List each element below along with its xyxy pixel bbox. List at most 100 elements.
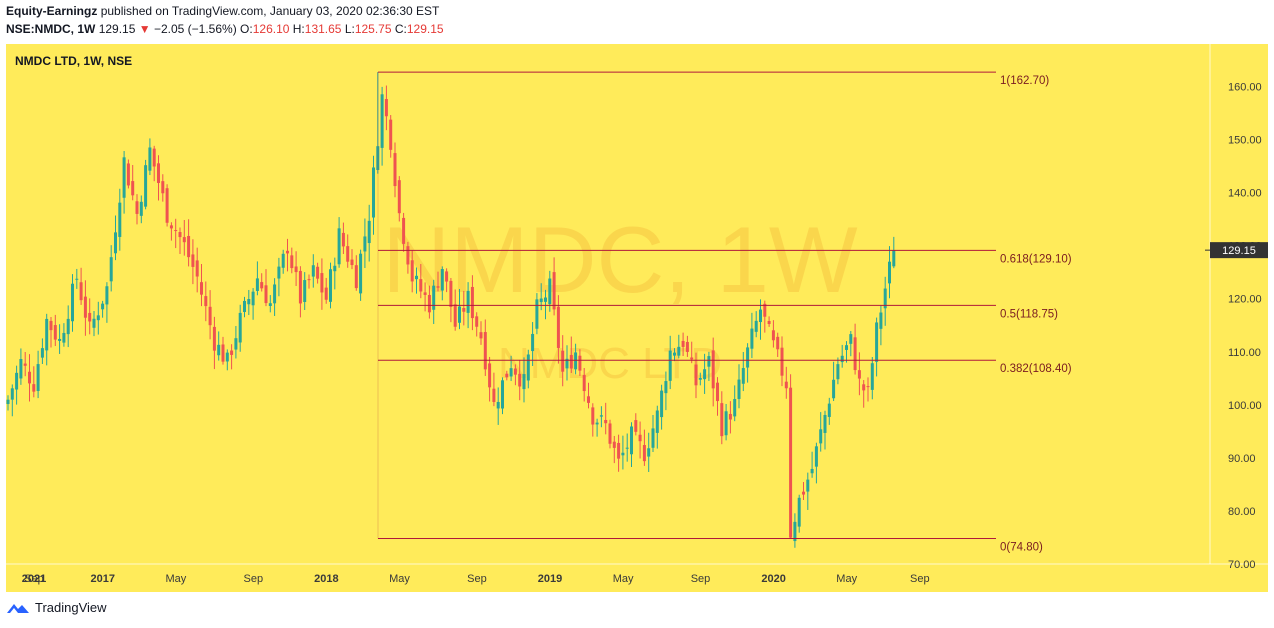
candle-body bbox=[475, 316, 479, 327]
candle-body bbox=[505, 373, 509, 378]
candle-body bbox=[780, 347, 784, 376]
watermark: NMDC, 1W NMDC LTD bbox=[382, 207, 857, 388]
candle-body bbox=[496, 401, 500, 409]
candle-body bbox=[187, 235, 191, 258]
candle-body bbox=[827, 403, 831, 417]
candle-body bbox=[587, 396, 590, 403]
candle-body bbox=[720, 403, 724, 437]
candle-body bbox=[582, 375, 586, 392]
candle-body bbox=[88, 312, 92, 322]
x-tick-label: Sep bbox=[691, 573, 711, 585]
candle-body bbox=[53, 325, 57, 340]
candle-body bbox=[651, 428, 655, 448]
candle-body bbox=[591, 407, 595, 425]
y-tick-label: 150.00 bbox=[1228, 135, 1262, 147]
candle-body bbox=[673, 352, 676, 356]
candle-body bbox=[569, 354, 573, 369]
candle-body bbox=[703, 369, 707, 380]
candle-body bbox=[470, 286, 474, 319]
candle-body bbox=[690, 357, 694, 360]
x-tick-label: 2019 bbox=[538, 573, 562, 585]
candle-body bbox=[432, 285, 436, 310]
candle-body bbox=[49, 320, 53, 331]
high-value: 131.65 bbox=[304, 22, 342, 36]
candle-body bbox=[784, 381, 788, 389]
candle-body bbox=[195, 260, 199, 277]
candle-body bbox=[260, 282, 264, 289]
candle-body bbox=[367, 220, 371, 244]
last-price-tag bbox=[1210, 242, 1268, 259]
candle-body bbox=[221, 344, 225, 362]
candle-body bbox=[337, 228, 341, 265]
candle-body bbox=[152, 148, 156, 167]
x-tick-label: 2017 bbox=[91, 573, 115, 585]
low-value: 125.75 bbox=[354, 22, 392, 36]
y-tick-label: 140.00 bbox=[1228, 188, 1262, 200]
candle-body bbox=[767, 321, 771, 324]
candle-body bbox=[599, 415, 603, 417]
candle-body bbox=[114, 232, 117, 254]
last-price: 129.15 bbox=[98, 22, 136, 36]
candle-body bbox=[819, 429, 823, 444]
candle-body bbox=[247, 299, 251, 305]
price-change: −2.05 (−1.56%) bbox=[153, 22, 237, 36]
candle-body bbox=[101, 303, 105, 310]
fib-label: 0.382(108.40) bbox=[1000, 363, 1072, 375]
chart-background bbox=[6, 44, 1268, 592]
x-tick-label: Sep bbox=[910, 573, 930, 585]
fib-label: 0(74.80) bbox=[1000, 542, 1043, 554]
candle-body bbox=[625, 447, 629, 449]
candle-body bbox=[660, 390, 664, 418]
candle-body bbox=[677, 346, 681, 356]
candle-body bbox=[204, 296, 208, 307]
candle-body bbox=[109, 257, 113, 282]
candle-body bbox=[814, 446, 818, 467]
candle-body bbox=[79, 282, 83, 301]
candle-body bbox=[10, 388, 14, 400]
candle-body bbox=[230, 350, 234, 355]
candle-body bbox=[333, 265, 337, 272]
chart-legend: NMDC LTD, 1W, NSE bbox=[15, 54, 132, 68]
x-tick-label: Sep bbox=[467, 573, 487, 585]
candle-body bbox=[845, 345, 848, 350]
y-tick-label: 120.00 bbox=[1228, 294, 1262, 306]
tradingview-logo-icon bbox=[7, 603, 29, 613]
candle-body bbox=[668, 350, 672, 381]
candle-body bbox=[685, 341, 689, 352]
candle-body bbox=[290, 255, 294, 269]
candle-body bbox=[225, 352, 229, 362]
candle-body bbox=[419, 279, 423, 292]
candle-body bbox=[75, 278, 79, 280]
candle-body bbox=[238, 312, 242, 343]
candle-body bbox=[763, 303, 767, 317]
y-tick-label: 160.00 bbox=[1228, 81, 1262, 93]
candle-body bbox=[509, 368, 513, 377]
candle-body bbox=[707, 356, 711, 367]
candle-body bbox=[733, 399, 737, 417]
candle-body bbox=[483, 332, 487, 370]
candle-body bbox=[303, 280, 307, 302]
candle-body bbox=[19, 359, 23, 379]
candle-body bbox=[281, 253, 285, 268]
close-label: C: bbox=[394, 22, 407, 36]
candle-body bbox=[617, 442, 621, 459]
candle-body bbox=[423, 292, 427, 295]
candle-body bbox=[436, 286, 440, 288]
publisher-name[interactable]: Equity-Earningz bbox=[6, 4, 98, 18]
candle-body bbox=[208, 306, 212, 326]
candle-body bbox=[427, 294, 431, 313]
candle-body bbox=[122, 157, 126, 198]
y-tick-label: 80.00 bbox=[1228, 506, 1256, 518]
open-value: 126.10 bbox=[252, 22, 290, 36]
candle-body bbox=[277, 266, 281, 279]
candle-body bbox=[789, 387, 793, 538]
candle-body bbox=[466, 290, 470, 313]
candle-body bbox=[126, 163, 130, 186]
candle-body bbox=[307, 279, 311, 281]
candle-body bbox=[518, 373, 522, 387]
candle-body bbox=[165, 188, 169, 223]
y-tick-label: 70.00 bbox=[1228, 559, 1256, 571]
candle-body bbox=[32, 384, 36, 392]
publish-info: Equity-Earningz published on TradingView… bbox=[6, 4, 439, 18]
